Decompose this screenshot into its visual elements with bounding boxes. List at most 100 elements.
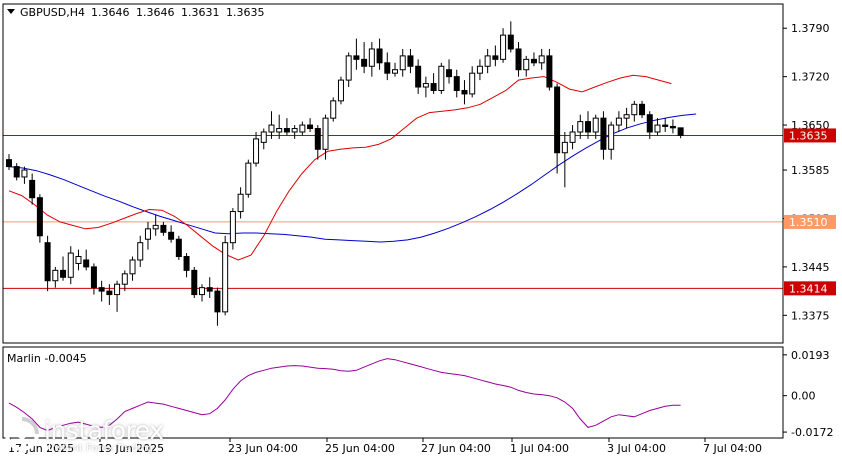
candle-body bbox=[98, 287, 105, 292]
candle-body bbox=[500, 34, 507, 60]
candle-body bbox=[600, 117, 607, 150]
candle-body bbox=[415, 65, 422, 88]
candle-body bbox=[654, 124, 661, 133]
candle-body bbox=[314, 128, 321, 150]
candle-body bbox=[6, 159, 12, 168]
candle bbox=[492, 45, 499, 67]
brand-tagline: Instant Forex Trading bbox=[48, 443, 154, 454]
candle-body bbox=[515, 48, 522, 71]
candle-body bbox=[662, 124, 669, 127]
candle bbox=[608, 121, 615, 160]
candle-body bbox=[106, 290, 113, 296]
candle-body bbox=[361, 58, 368, 67]
candle-body bbox=[129, 259, 136, 275]
candle bbox=[144, 221, 151, 250]
candle bbox=[646, 111, 653, 139]
candle bbox=[654, 118, 661, 136]
candle-body bbox=[530, 58, 537, 64]
instaforex-logo: instaforex Instant Forex Trading bbox=[4, 414, 180, 456]
candle bbox=[229, 208, 236, 250]
candle bbox=[129, 256, 136, 281]
candle-body bbox=[137, 242, 144, 261]
candle bbox=[121, 270, 128, 292]
candle bbox=[299, 121, 306, 136]
time-tick-label: 25 Jun 04:00 bbox=[325, 442, 395, 455]
candle bbox=[283, 118, 290, 136]
candle bbox=[484, 48, 491, 74]
candle bbox=[615, 111, 622, 132]
candle bbox=[585, 111, 591, 139]
candle bbox=[152, 215, 159, 236]
candle bbox=[554, 83, 561, 174]
candle-body bbox=[446, 69, 453, 78]
candle bbox=[314, 125, 321, 160]
candle-body bbox=[291, 128, 298, 133]
candle bbox=[36, 194, 43, 243]
candle-body bbox=[60, 269, 67, 278]
level-price-tag bbox=[784, 214, 836, 229]
candle-body bbox=[121, 273, 128, 285]
candle-body bbox=[337, 79, 344, 102]
candle-body bbox=[83, 259, 90, 268]
candle-body bbox=[152, 224, 159, 230]
candle-body bbox=[36, 197, 43, 237]
price-tick-label: 1.3375 bbox=[791, 309, 830, 322]
candle-body bbox=[229, 211, 236, 244]
candle-body bbox=[114, 283, 121, 296]
candle-body bbox=[345, 55, 352, 81]
candle-body bbox=[322, 117, 329, 150]
moving-average-blue bbox=[8, 113, 697, 243]
time-tick-label: 17 Jun 2025 bbox=[8, 442, 74, 455]
candle bbox=[368, 42, 375, 77]
candle-body bbox=[585, 121, 591, 133]
candle bbox=[29, 173, 36, 205]
candle-body bbox=[276, 128, 283, 133]
collapse-triangle-icon[interactable] bbox=[7, 9, 15, 14]
main-plot-frame bbox=[2, 3, 784, 344]
candle bbox=[75, 249, 82, 271]
candle-body bbox=[90, 266, 97, 289]
candle-body bbox=[168, 231, 175, 240]
candle bbox=[322, 114, 329, 160]
candle bbox=[569, 125, 576, 150]
time-tick-label: 19 Jun 2025 bbox=[98, 442, 164, 455]
price-tick-label: 1.3445 bbox=[791, 261, 830, 274]
candle bbox=[268, 111, 275, 139]
candle bbox=[253, 131, 260, 167]
level-price-label: 1.3635 bbox=[789, 129, 828, 142]
oscillator-tick-label: 0.00 bbox=[791, 390, 816, 403]
time-tick-label: 27 Jun 04:00 bbox=[421, 442, 491, 455]
candle bbox=[561, 131, 568, 188]
candle-body bbox=[569, 131, 576, 143]
candle bbox=[639, 100, 646, 119]
candle bbox=[13, 163, 20, 181]
candle-body bbox=[268, 124, 275, 133]
candle bbox=[245, 159, 252, 198]
candle-body bbox=[75, 256, 82, 264]
candle-body bbox=[253, 138, 260, 164]
time-tick-label: 3 Jul 04:00 bbox=[607, 442, 666, 455]
candle bbox=[446, 59, 453, 84]
indicator-label: Marlin -0.0045 bbox=[7, 352, 87, 365]
candle bbox=[461, 80, 468, 105]
candle-body bbox=[376, 48, 383, 64]
candle-body bbox=[67, 252, 74, 278]
candle-body bbox=[144, 228, 151, 240]
candle-body bbox=[384, 62, 391, 74]
level-price-label: 1.3510 bbox=[789, 216, 828, 229]
candle bbox=[384, 52, 391, 81]
candle-body bbox=[476, 65, 483, 74]
price-tick-label: 1.3720 bbox=[791, 71, 830, 84]
candle-body bbox=[245, 162, 252, 195]
candle-body bbox=[546, 55, 553, 88]
candle bbox=[631, 100, 638, 122]
candle bbox=[500, 28, 507, 63]
oscillator-tick-label: 0.0193 bbox=[791, 349, 830, 362]
candle bbox=[515, 42, 522, 77]
candle-body bbox=[52, 269, 59, 282]
candle-body bbox=[469, 72, 476, 95]
header-symbol: GBPUSD,H4 bbox=[20, 6, 85, 19]
header-close: 1.3635 bbox=[226, 6, 265, 19]
candle bbox=[546, 48, 553, 91]
